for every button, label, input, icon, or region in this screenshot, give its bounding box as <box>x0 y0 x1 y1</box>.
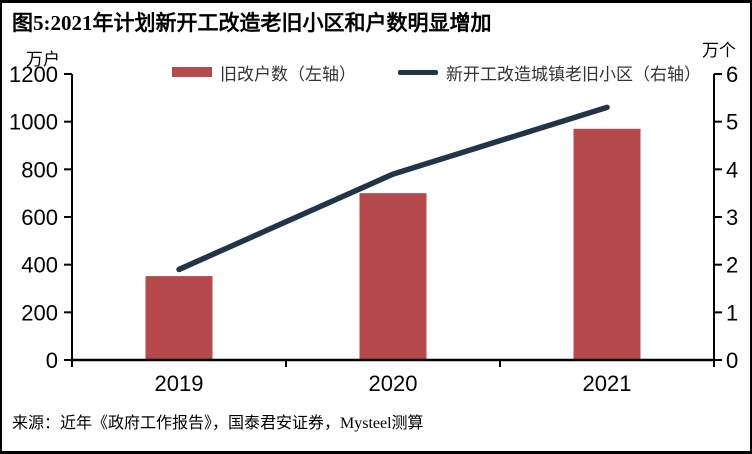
left-axis-tick-label: 1200 <box>9 62 58 87</box>
bar-2019 <box>145 276 213 360</box>
bar-2021 <box>573 128 641 360</box>
right-axis-tick-label: 6 <box>726 62 738 87</box>
chart-plot-area: 0 200 400 600 800 1000 1200 0 1 2 3 4 5 6 2019 2020 2021 <box>9 62 738 396</box>
x-axis-category-label: 2020 <box>369 371 418 396</box>
left-axis-tick-label: 600 <box>21 205 58 230</box>
legend-label-line-series: 新开工改造城镇老旧小区（右轴） <box>446 64 701 84</box>
left-axis-tick-label: 800 <box>21 157 58 182</box>
x-axis-category-label: 2021 <box>583 371 632 396</box>
left-axis-tick-label: 1000 <box>9 110 58 135</box>
right-axis-tick-label: 5 <box>726 110 738 135</box>
left-axis-tick-label: 400 <box>21 253 58 278</box>
right-axis-tick-label: 1 <box>726 300 738 325</box>
right-axis-unit-label: 万个 <box>702 41 736 60</box>
x-axis-category-label: 2019 <box>155 371 204 396</box>
bar-series-swatch <box>172 67 212 77</box>
left-axis-tick-label: 200 <box>21 300 58 325</box>
source-note: 来源：近年《政府工作报告》，国泰君安证券，Mysteel测算 <box>12 415 424 432</box>
right-axis-tick-label: 3 <box>726 205 738 230</box>
right-axis-tick-label: 0 <box>726 348 738 373</box>
right-axis-tick-label: 4 <box>726 157 738 182</box>
left-axis-tick-label: 0 <box>46 348 58 373</box>
legend-label-bar-series: 旧改户数（左轴） <box>220 64 356 84</box>
bar-2020 <box>359 193 427 360</box>
legend-item-line-series: 新开工改造城镇老旧小区（右轴） <box>398 60 701 85</box>
line-series <box>176 104 610 273</box>
figure-title: 图5:2021年计划新开工改造老旧小区和户数明显增加 <box>12 11 492 35</box>
left-axis-unit-label: 万户 <box>26 50 60 69</box>
legend: 旧改户数（左轴） 新开工改造城镇老旧小区（右轴） <box>172 60 701 85</box>
line-series-swatch <box>398 69 438 75</box>
right-axis-tick-label: 2 <box>726 253 738 278</box>
legend-item-bar-series: 旧改户数（左轴） <box>172 60 356 85</box>
